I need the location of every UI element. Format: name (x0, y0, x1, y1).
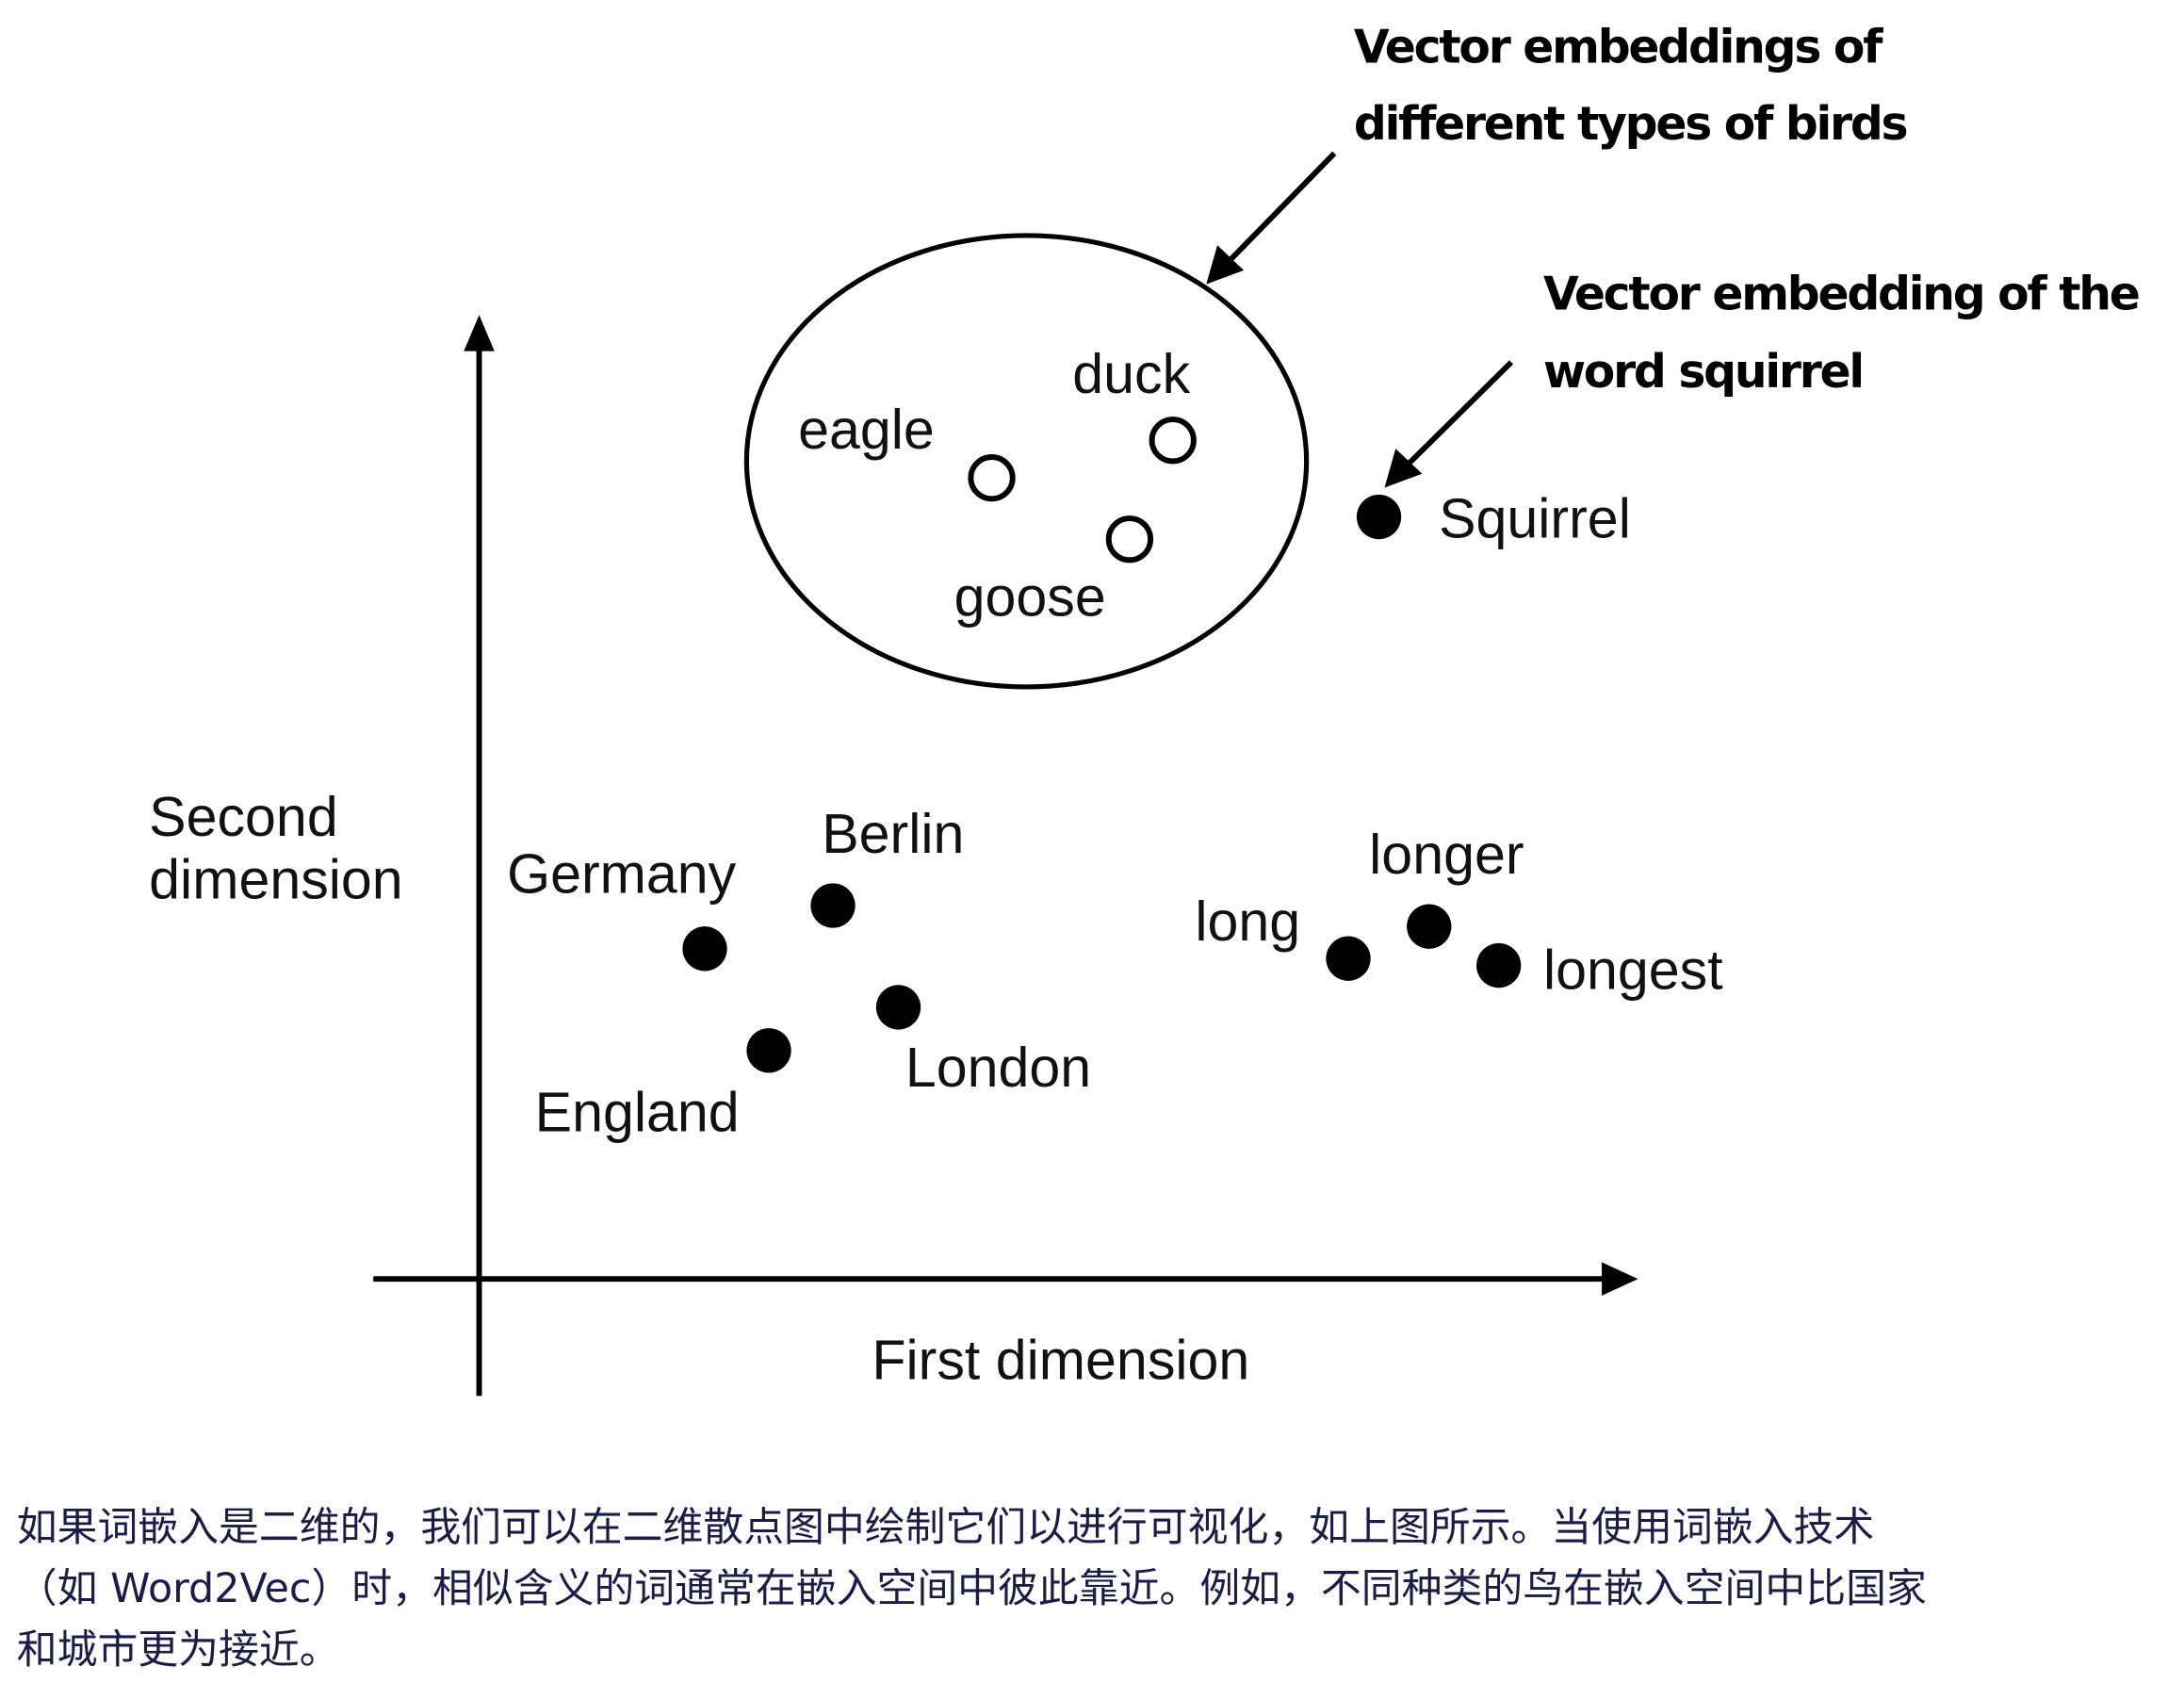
caption-line3: 和城市更为接近。 (17, 1626, 340, 1674)
caption-line2: （如 Word2Vec）时，相似含义的词通常在嵌入空间中彼此靠近。例如，不同种类… (17, 1565, 1927, 1612)
point-label-longer: longer (1369, 823, 1524, 886)
point-eagle (968, 454, 1016, 502)
point-longest (1476, 942, 1522, 989)
point-goose (1105, 515, 1154, 564)
point-label-duck: duck (1072, 342, 1190, 405)
point-london (875, 985, 921, 1030)
point-squirrel (1356, 494, 1402, 540)
squirrel-annotation-line2: word squirrel (1543, 345, 1863, 399)
point-label-eagle: eagle (798, 398, 935, 461)
point-label-squirrel: Squirrel (1439, 487, 1631, 550)
point-label-berlin: Berlin (822, 802, 964, 865)
y-axis-label-line2: dimension (149, 848, 403, 911)
point-label-long: long (1195, 890, 1300, 953)
bird-cluster-ellipse (743, 233, 1310, 690)
y-axis-label-line1: Second (149, 785, 338, 848)
squirrel-annotation-line1: Vector embedding of the (1543, 267, 2139, 320)
point-label-germany: Germany (507, 842, 737, 906)
point-long (1326, 936, 1371, 981)
point-label-longest: longest (1543, 939, 1723, 1002)
caption-line1: 如果词嵌入是二维的，我们可以在二维散点图中绘制它们以进行可视化，如上图所示。当使… (17, 1504, 1875, 1551)
x-axis-label: First dimension (872, 1329, 1249, 1392)
point-germany (682, 926, 727, 972)
point-label-goose: goose (954, 565, 1106, 629)
point-label-england: England (535, 1080, 740, 1143)
point-longer (1407, 904, 1452, 949)
birds-annotation-arrow (1214, 151, 1337, 275)
point-label-london: London (905, 1036, 1091, 1099)
squirrel-annotation-arrow (1394, 360, 1514, 479)
birds-arrowhead (1206, 245, 1245, 285)
point-duck (1149, 417, 1197, 465)
point-berlin (810, 883, 856, 928)
birds-annotation-line1: Vector embeddings of (1354, 21, 1883, 74)
point-england (746, 1028, 791, 1073)
x-axis-arrowhead (1602, 1262, 1638, 1296)
birds-annotation-line2: different types of birds (1354, 97, 1907, 151)
squirrel-arrowhead (1384, 449, 1423, 488)
y-axis-arrowhead (464, 315, 495, 351)
